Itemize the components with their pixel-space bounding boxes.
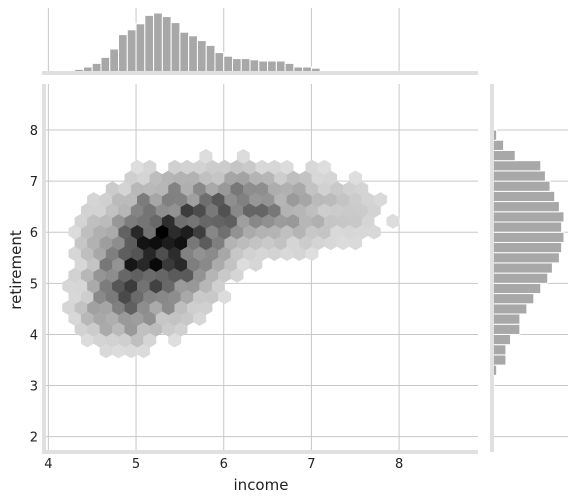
retirement-histogram-bar	[491, 149, 516, 162]
x-axis-label: income	[234, 476, 289, 494]
income-histogram-bar	[161, 16, 172, 74]
retirement-histogram-bar	[491, 344, 507, 356]
top-marginal-histogram	[56, 12, 347, 74]
right-marginal-histogram	[491, 129, 565, 427]
x-tick-label: 4	[44, 457, 52, 472]
retirement-histogram-bar	[491, 190, 556, 203]
retirement-histogram-bar	[491, 170, 546, 182]
income-histogram-bar	[232, 58, 242, 74]
x-tick-label: 5	[132, 457, 140, 472]
income-histogram-bar	[135, 23, 146, 74]
retirement-histogram-bar	[491, 211, 565, 223]
y-tick-label: 2	[30, 431, 38, 446]
retirement-histogram-bar	[491, 252, 560, 264]
retirement-histogram-bar	[491, 272, 549, 284]
income-histogram-bar	[188, 35, 198, 74]
income-histogram-bar	[223, 55, 234, 74]
y-tick-label: 3	[30, 380, 38, 395]
income-histogram-bar	[109, 48, 120, 74]
x-tick-label: 8	[395, 457, 403, 472]
retirement-histogram-bar	[491, 201, 560, 213]
y-axis-label: retirement	[7, 230, 25, 310]
y-axis-ticks: 2 3 4 5 6 7 8	[30, 124, 38, 446]
hexbin-cell	[386, 213, 400, 229]
income-histogram-bar	[118, 34, 128, 74]
y-tick-label: 4	[30, 328, 38, 343]
retirement-histogram-bar	[491, 241, 563, 254]
hexbin-cell	[317, 159, 331, 175]
hexbin-cell	[373, 192, 387, 208]
retirement-histogram-bar	[491, 160, 542, 172]
retirement-histogram-bar	[491, 313, 521, 325]
retirement-histogram-bar	[491, 221, 563, 233]
income-histogram-bar	[196, 40, 207, 74]
retirement-histogram-bar	[491, 354, 507, 366]
retirement-histogram-bar	[491, 323, 521, 335]
retirement-histogram-bar	[491, 262, 553, 274]
x-tick-label: 7	[307, 457, 315, 472]
y-tick-label: 7	[30, 175, 38, 190]
x-axis-ticks: 4 5 6 7 8	[44, 457, 403, 472]
hexbin-layer	[62, 148, 400, 359]
income-histogram-bar	[205, 44, 216, 74]
retirement-histogram-bar	[491, 293, 535, 305]
retirement-histogram-bar	[491, 231, 565, 243]
retirement-histogram-bar	[491, 303, 528, 315]
x-tick-label: 6	[220, 457, 228, 472]
hexbin-cell	[143, 159, 157, 175]
income-histogram-bar	[214, 52, 225, 74]
y-tick-label: 8	[30, 124, 38, 139]
income-histogram-bar	[100, 56, 111, 74]
y-tick-label: 5	[30, 277, 38, 292]
income-histogram-bar	[240, 58, 251, 74]
income-histogram-bar	[170, 22, 181, 74]
retirement-histogram-bar	[491, 282, 542, 295]
income-histogram-bar	[153, 12, 163, 74]
hexbin-cell	[349, 170, 363, 186]
retirement-histogram-bar	[491, 180, 551, 192]
income-histogram-bar	[144, 14, 155, 74]
hexbin-cell	[280, 159, 294, 175]
retirement-histogram-bar	[491, 333, 512, 346]
hexbin-cell	[199, 148, 213, 164]
income-histogram-bar	[126, 29, 137, 74]
income-histogram-bar	[179, 31, 190, 74]
hexbin-cell	[236, 148, 250, 164]
y-tick-label: 6	[30, 226, 38, 241]
